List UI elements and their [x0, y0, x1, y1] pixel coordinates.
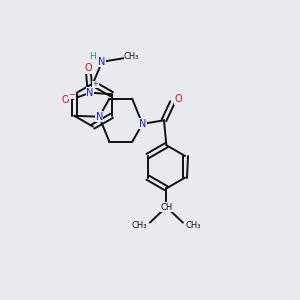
Text: O: O	[175, 94, 182, 104]
Text: CH₃: CH₃	[186, 220, 201, 230]
Text: N: N	[139, 119, 146, 129]
Text: O: O	[85, 63, 92, 73]
Text: O: O	[61, 95, 69, 105]
Text: CH₃: CH₃	[124, 52, 140, 61]
Text: H: H	[89, 52, 95, 61]
Text: −: −	[68, 90, 75, 99]
Text: N: N	[95, 112, 103, 122]
Text: +: +	[93, 81, 98, 87]
Text: CH₃: CH₃	[132, 220, 147, 230]
Text: N: N	[86, 88, 94, 98]
Text: CH: CH	[160, 202, 172, 211]
Text: N: N	[98, 57, 106, 67]
